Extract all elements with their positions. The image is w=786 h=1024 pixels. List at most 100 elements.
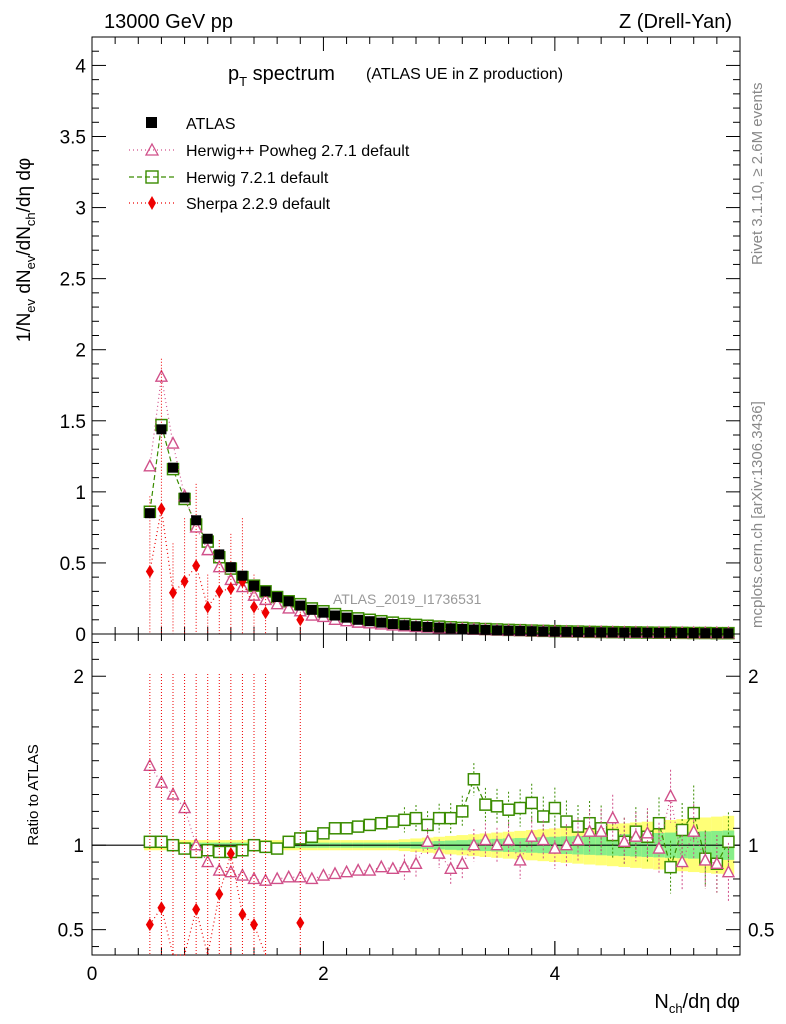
main-point-atlas bbox=[503, 625, 514, 636]
ratio-point-herwigpp bbox=[235, 868, 250, 881]
ratio-point-herwigpp bbox=[455, 856, 469, 869]
ratio-point-herwigpp bbox=[316, 868, 331, 881]
main-point-herwigpp bbox=[201, 542, 215, 556]
ratio-point-herwigpp bbox=[629, 829, 643, 842]
ratio-point-herwig7 bbox=[328, 822, 342, 835]
ratio-series bbox=[143, 674, 736, 956]
main-point-atlas bbox=[677, 628, 688, 639]
main-point-sherpa bbox=[157, 502, 166, 516]
legend-marker-herwigpp bbox=[144, 142, 160, 156]
ratio-point-herwigpp bbox=[420, 834, 435, 848]
ratio-point-herwigpp bbox=[571, 832, 585, 846]
ratio-point-herwig7 bbox=[270, 842, 284, 855]
main-point-atlas bbox=[561, 626, 572, 637]
ratio-point-herwig7 bbox=[386, 815, 400, 828]
ratio-point-herwig7 bbox=[317, 827, 330, 840]
y-tick-label: 4 bbox=[75, 56, 86, 77]
plot-title: pT spectrum bbox=[228, 63, 335, 89]
main-point-atlas bbox=[538, 626, 549, 637]
main-series bbox=[143, 358, 736, 640]
y-tick-label: 3 bbox=[75, 199, 86, 220]
main-point-atlas bbox=[700, 628, 711, 639]
mcplots-label: mcplots.cern.ch [arXiv:1306.3436] bbox=[749, 401, 766, 628]
ratio-point-herwig7 bbox=[513, 801, 527, 815]
main-point-atlas bbox=[179, 492, 190, 503]
main-point-atlas bbox=[492, 625, 502, 636]
main-point-atlas bbox=[549, 626, 560, 637]
ratio-ylabel: Ratio to ATLAS bbox=[25, 744, 42, 845]
ratio-point-herwig7 bbox=[722, 835, 735, 849]
ratio-point-herwigpp bbox=[490, 837, 504, 851]
ratio-point-herwigpp bbox=[328, 866, 342, 880]
main-point-atlas bbox=[619, 627, 630, 638]
ratio-point-herwigpp bbox=[386, 861, 400, 875]
energy-label: 13000 GeV pp bbox=[104, 11, 233, 33]
ratio-point-herwigpp bbox=[710, 856, 724, 869]
ratio-point-herwigpp bbox=[675, 854, 689, 868]
main-point-herwigpp bbox=[166, 436, 180, 449]
legend-marker-atlas bbox=[146, 117, 157, 128]
legend-label-sherpa: Sherpa 2.2.9 default bbox=[186, 196, 331, 213]
ratio-point-herwig7 bbox=[409, 811, 423, 825]
main-point-atlas bbox=[445, 623, 456, 634]
ratio-point-herwig7 bbox=[282, 835, 295, 849]
ratio-point-herwig7 bbox=[548, 801, 562, 815]
ratio-point-herwigpp bbox=[525, 829, 539, 842]
ratio-point-herwig7 bbox=[351, 820, 365, 833]
ratio-point-herwig7 bbox=[525, 796, 538, 810]
title-rest: spectrum bbox=[247, 63, 335, 85]
rivet-label: Rivet 3.1.10, ≥ 2.6M events bbox=[749, 83, 766, 266]
main-point-atlas bbox=[723, 628, 734, 639]
ratio-point-herwig7 bbox=[467, 773, 481, 786]
y-tick-label: 3.5 bbox=[60, 128, 86, 149]
y-tick-label: 0.5 bbox=[60, 554, 86, 575]
ratio-point-herwig7 bbox=[664, 860, 677, 874]
ratio-y-tick-label-right: 0.5 bbox=[748, 921, 774, 942]
main-point-atlas bbox=[711, 628, 722, 639]
ratio-point-herwigpp bbox=[432, 846, 446, 859]
main-point-herwigpp bbox=[247, 588, 261, 601]
ratio-point-herwigpp bbox=[444, 861, 458, 875]
ratio-point-herwigpp bbox=[536, 832, 550, 846]
main-point-sherpa bbox=[169, 586, 177, 600]
ratio-point-herwigpp bbox=[282, 869, 296, 883]
main-point-atlas bbox=[225, 562, 236, 573]
main-point-atlas bbox=[156, 424, 167, 435]
ratio-point-herwigpp bbox=[258, 873, 273, 886]
ratio-point-herwig7 bbox=[456, 805, 469, 818]
title-note: (ATLAS UE in Z production) bbox=[366, 66, 563, 83]
main-point-atlas bbox=[468, 624, 479, 635]
main-point-atlas bbox=[411, 621, 421, 632]
main-point-atlas bbox=[202, 533, 213, 544]
main-point-atlas bbox=[260, 586, 271, 597]
ratio-y-tick-label: 2 bbox=[73, 667, 84, 688]
ratio-point-herwig7 bbox=[537, 810, 550, 823]
ratio-point-herwigpp bbox=[339, 864, 354, 878]
main-point-atlas bbox=[665, 627, 676, 638]
ratio-point-herwigpp bbox=[351, 863, 365, 876]
main-point-sherpa bbox=[250, 600, 258, 614]
ratio-point-sherpa bbox=[238, 907, 247, 921]
ratio-point-herwigpp bbox=[663, 788, 678, 802]
main-point-sherpa bbox=[296, 613, 305, 627]
ratio-point-herwig7 bbox=[340, 822, 353, 835]
main-point-atlas bbox=[237, 570, 248, 581]
legend: ATLAS Herwig++ Powheg 2.7.1 default Herw… bbox=[129, 116, 410, 213]
ratio-point-herwigpp bbox=[166, 786, 180, 800]
main-point-atlas bbox=[457, 623, 468, 634]
legend-marker-sherpa bbox=[148, 196, 156, 210]
ratio-point-herwigpp bbox=[594, 824, 608, 837]
ratio-point-herwigpp bbox=[467, 837, 481, 851]
main-point-herwigpp bbox=[143, 458, 157, 472]
ratio-point-sherpa bbox=[250, 918, 258, 932]
y-tick-label: 0 bbox=[75, 625, 86, 646]
legend-label-herwigpp: Herwig++ Powheg 2.7.1 default bbox=[186, 143, 410, 160]
ratio-point-herwigpp bbox=[363, 863, 377, 876]
main-point-atlas bbox=[387, 619, 398, 630]
ratio-point-herwig7 bbox=[432, 811, 446, 825]
main-panel: 0 0.5 1 1.5 2 2.5 3 3.5 4 pT spectrum (ATLAS UE … bbox=[14, 36, 741, 646]
ratio-point-herwigpp bbox=[652, 841, 666, 854]
legend-marker-herwig7 bbox=[145, 170, 159, 184]
ratio-point-herwigpp bbox=[513, 852, 527, 866]
